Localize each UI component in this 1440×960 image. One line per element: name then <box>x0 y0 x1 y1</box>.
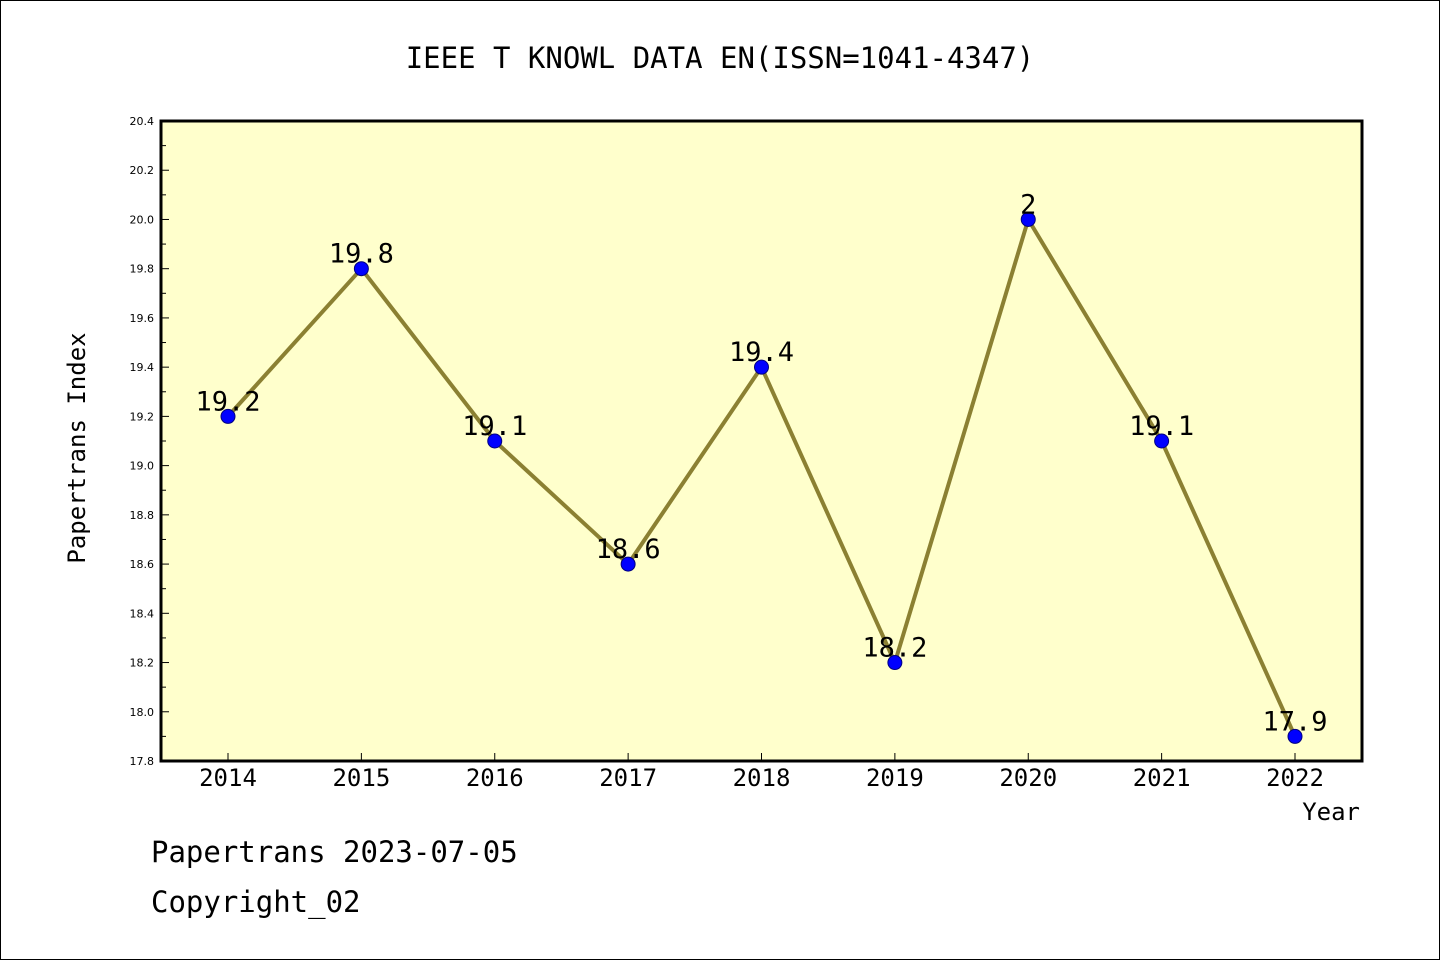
data-label: 19.2 <box>195 386 260 417</box>
y-tick-label: 17.8 <box>130 755 155 768</box>
x-tick-label: 2018 <box>733 764 791 792</box>
y-tick-label: 19.0 <box>130 460 155 473</box>
y-axis-label: Papertrans Index <box>63 332 91 563</box>
y-tick-label: 18.0 <box>130 706 155 719</box>
data-label: 19.1 <box>462 411 527 442</box>
y-axis: 17.8 18.0 18.2 18.4 18.6 18.8 19.0 19.2 19.4 19.6… <box>130 115 169 768</box>
data-label: 17.9 <box>1262 706 1327 737</box>
data-point <box>220 408 236 424</box>
x-tick-label: 2019 <box>866 764 924 792</box>
y-tick-label: 19.2 <box>130 410 155 423</box>
footer-copyright: Copyright_02 <box>151 885 361 919</box>
data-label: 18.2 <box>862 633 927 664</box>
x-tick-label: 2017 <box>599 764 657 792</box>
x-tick-label: 2014 <box>199 764 257 792</box>
y-tick-label: 20.0 <box>130 213 155 226</box>
x-tick-label: 2015 <box>332 764 390 792</box>
x-tick-label: 2021 <box>1133 764 1191 792</box>
data-point <box>1020 211 1036 227</box>
y-tick-label: 18.4 <box>130 607 155 620</box>
x-axis: 2014 2015 2016 2017 2018 2019 2020 2021 2022 <box>199 753 1324 792</box>
data-point <box>887 655 903 671</box>
data-label: 19.1 <box>1129 411 1194 442</box>
y-tick-label: 19.4 <box>130 361 155 374</box>
chart-title: IEEE T KNOWL DATA EN(ISSN=1041-4347) <box>406 41 1035 75</box>
data-label: 19.8 <box>329 239 394 270</box>
data-point <box>620 556 636 572</box>
footer-source: Papertrans 2023-07-05 <box>151 835 518 869</box>
y-tick-label: 19.8 <box>130 263 155 276</box>
x-tick-label: 2022 <box>1266 764 1324 792</box>
y-tick-label: 18.2 <box>130 657 155 670</box>
x-tick-label: 2016 <box>466 764 524 792</box>
data-point <box>353 261 369 277</box>
y-tick-label: 18.8 <box>130 509 155 522</box>
plot-border <box>159 119 1364 763</box>
data-label: 2 <box>1020 189 1036 220</box>
y-tick-label: 20.4 <box>130 115 155 128</box>
y-tick-label: 20.2 <box>130 164 155 177</box>
data-label: 18.6 <box>596 534 661 565</box>
x-tick-label: 2020 <box>999 764 1057 792</box>
y-tick-label: 18.6 <box>130 558 155 571</box>
series-layer: 19.2 19.8 19.1 18.6 19.4 18.2 2 19.1 17.9 <box>195 189 1328 744</box>
data-point <box>754 359 769 375</box>
data-point <box>487 433 503 449</box>
data-point <box>1154 433 1170 449</box>
data-point <box>1287 728 1303 744</box>
data-label: 19.4 <box>729 337 794 368</box>
x-axis-label: Year <box>1302 798 1360 826</box>
y-tick-label: 19.6 <box>130 312 155 325</box>
